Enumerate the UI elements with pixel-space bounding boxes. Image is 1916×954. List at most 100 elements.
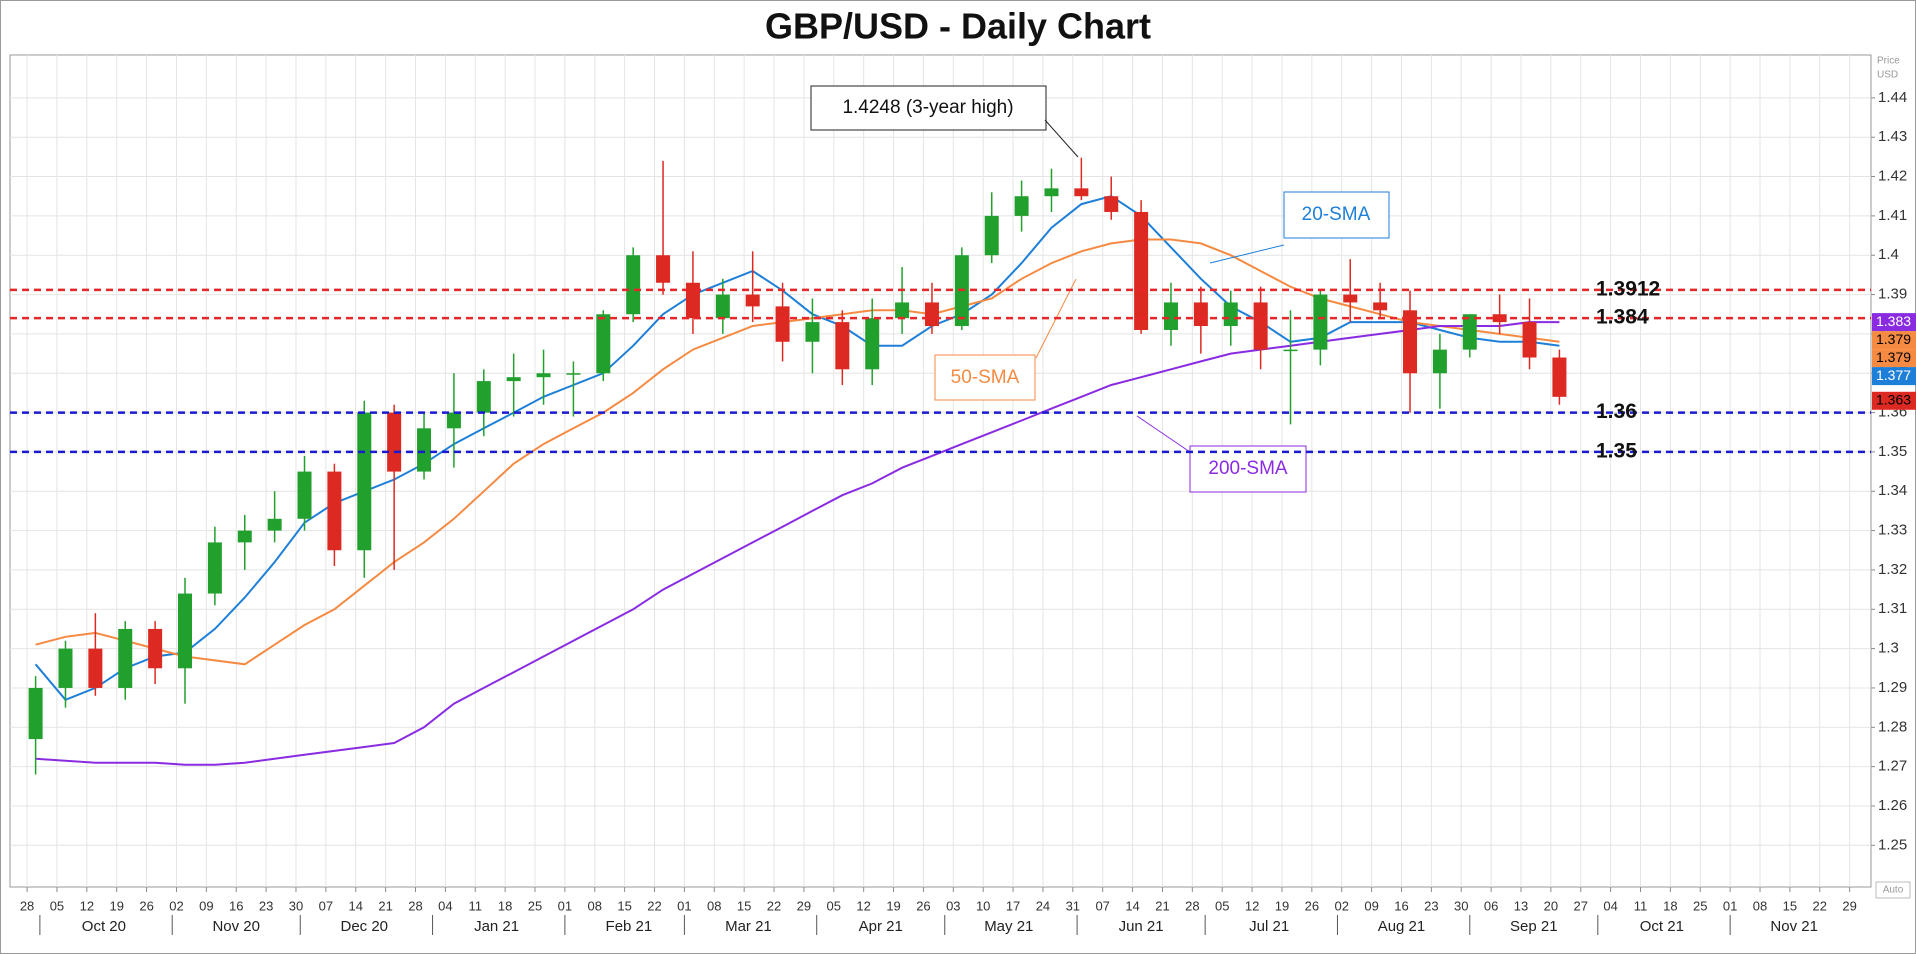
month-label: Apr 21 <box>859 918 903 935</box>
candle-body <box>1163 302 1178 330</box>
x-tick-label: 22 <box>647 898 661 913</box>
y-tick-label: 1.25 <box>1878 836 1907 853</box>
x-tick-label: 30 <box>289 898 303 913</box>
annotation-text: 1.4248 (3-year high) <box>842 97 1013 118</box>
candle-body <box>327 471 342 551</box>
candle-body <box>536 373 551 378</box>
month-label: Dec 20 <box>341 918 389 935</box>
month-label: Mar 21 <box>725 918 772 935</box>
marks <box>28 157 1567 775</box>
price-tag-label: 1.383 <box>1876 313 1911 329</box>
candle-body <box>357 412 372 551</box>
x-tick-label: 11 <box>1634 898 1648 913</box>
sma200-box <box>1189 445 1307 493</box>
price-tag <box>1872 313 1916 332</box>
month-label: Aug 21 <box>1378 918 1426 935</box>
annotation-box <box>810 85 1047 131</box>
month-label: May 21 <box>984 918 1033 935</box>
x-tick-label: 03 <box>946 898 960 913</box>
y-axis-label: Price <box>1877 56 1900 67</box>
x-tick-label: 22 <box>767 898 781 913</box>
y-tick-label: 1.4 <box>1878 246 1899 263</box>
candle-body <box>28 687 43 740</box>
x-tick-label: 15 <box>737 898 751 913</box>
x-tick-label: 23 <box>259 898 273 913</box>
scale-mode-box <box>1875 881 1911 899</box>
candle-body <box>506 377 521 382</box>
month-label: Oct 21 <box>1640 918 1684 935</box>
sma-line <box>34 195 1560 701</box>
x-tick-label: 26 <box>1305 898 1319 913</box>
y-axis-label: USD <box>1877 70 1898 81</box>
candle-body <box>656 255 671 283</box>
x-tick-label: 12 <box>80 898 94 913</box>
candle-body <box>207 542 222 594</box>
sma-line <box>35 238 1560 666</box>
chart-title: GBP/USD - Daily Chart <box>765 6 1151 47</box>
overlays: 1.4248 (3-year high) 20-SMA 50-SMA 200-S… <box>10 56 1916 899</box>
x-tick-label: 01 <box>558 898 572 913</box>
y-tick-label: 1.33 <box>1878 522 1907 539</box>
candle-body <box>267 518 282 531</box>
x-tick-label: 12 <box>1245 898 1259 913</box>
price-tag <box>1872 391 1916 410</box>
x-tick-label: 20 <box>1544 898 1558 913</box>
x-tick-label: 08 <box>1753 898 1767 913</box>
sma20-box <box>1283 191 1390 239</box>
x-tick-label: 15 <box>1783 898 1797 913</box>
candle-body <box>1104 196 1119 212</box>
candle-body <box>1253 302 1268 350</box>
x-tick-label: 26 <box>139 898 153 913</box>
y-tick-label: 1.29 <box>1878 679 1907 696</box>
x-tick-label: 05 <box>1215 898 1229 913</box>
x-tick-label: 10 <box>976 898 990 913</box>
x-tick-label: 29 <box>797 898 811 913</box>
sma200-label: 200-SMA <box>1208 458 1288 479</box>
x-tick-label: 07 <box>1095 898 1109 913</box>
level-label: 1.3912 <box>1596 277 1660 300</box>
candle-body <box>1432 349 1447 374</box>
x-tick-label: 17 <box>1006 898 1020 913</box>
candle-body <box>596 314 611 374</box>
candle-body <box>715 294 730 319</box>
x-tick-label: 21 <box>378 898 392 913</box>
x-tick-label: 28 <box>1185 898 1199 913</box>
month-label: Nov 20 <box>212 918 260 935</box>
month-label: Jan 21 <box>474 918 519 935</box>
y-tick-label: 1.39 <box>1878 286 1907 303</box>
x-tick-label: 28 <box>408 898 422 913</box>
candle-body <box>865 318 880 370</box>
candle-body <box>1044 188 1059 197</box>
candle-body <box>1552 357 1567 397</box>
candle-body <box>1014 196 1029 216</box>
x-tick-label: 12 <box>856 898 870 913</box>
price-tag-label: 1.377 <box>1876 367 1911 383</box>
x-tick-label: 19 <box>1275 898 1289 913</box>
y-tick-label: 1.42 <box>1878 168 1907 185</box>
candle-body <box>417 428 432 472</box>
x-tick-label: 05 <box>827 898 841 913</box>
x-tick-label: 30 <box>1454 898 1468 913</box>
x-tick-label: 08 <box>588 898 602 913</box>
candle-body <box>118 628 133 688</box>
sma50-label: 50-SMA <box>951 367 1020 388</box>
x-tick-label: 16 <box>1394 898 1408 913</box>
sma-line <box>35 321 1560 766</box>
month-label: Nov 21 <box>1770 918 1818 935</box>
x-tick-label: 16 <box>229 898 243 913</box>
candle-body <box>237 530 252 543</box>
y-tick-label: 1.32 <box>1878 561 1907 578</box>
y-tick-label: 1.28 <box>1878 718 1907 735</box>
price-tag <box>1872 367 1916 386</box>
scale-mode: Auto <box>1883 885 1904 896</box>
x-tick-label: 14 <box>349 898 363 913</box>
x-tick-label: 22 <box>1813 898 1827 913</box>
x-tick-label: 19 <box>109 898 123 913</box>
price-tag <box>1872 349 1916 368</box>
candle-body <box>835 322 850 370</box>
candle-body <box>895 302 910 319</box>
price-tag-label: 1.379 <box>1876 331 1911 347</box>
candle-body <box>626 255 641 315</box>
candle-body <box>1343 294 1358 303</box>
